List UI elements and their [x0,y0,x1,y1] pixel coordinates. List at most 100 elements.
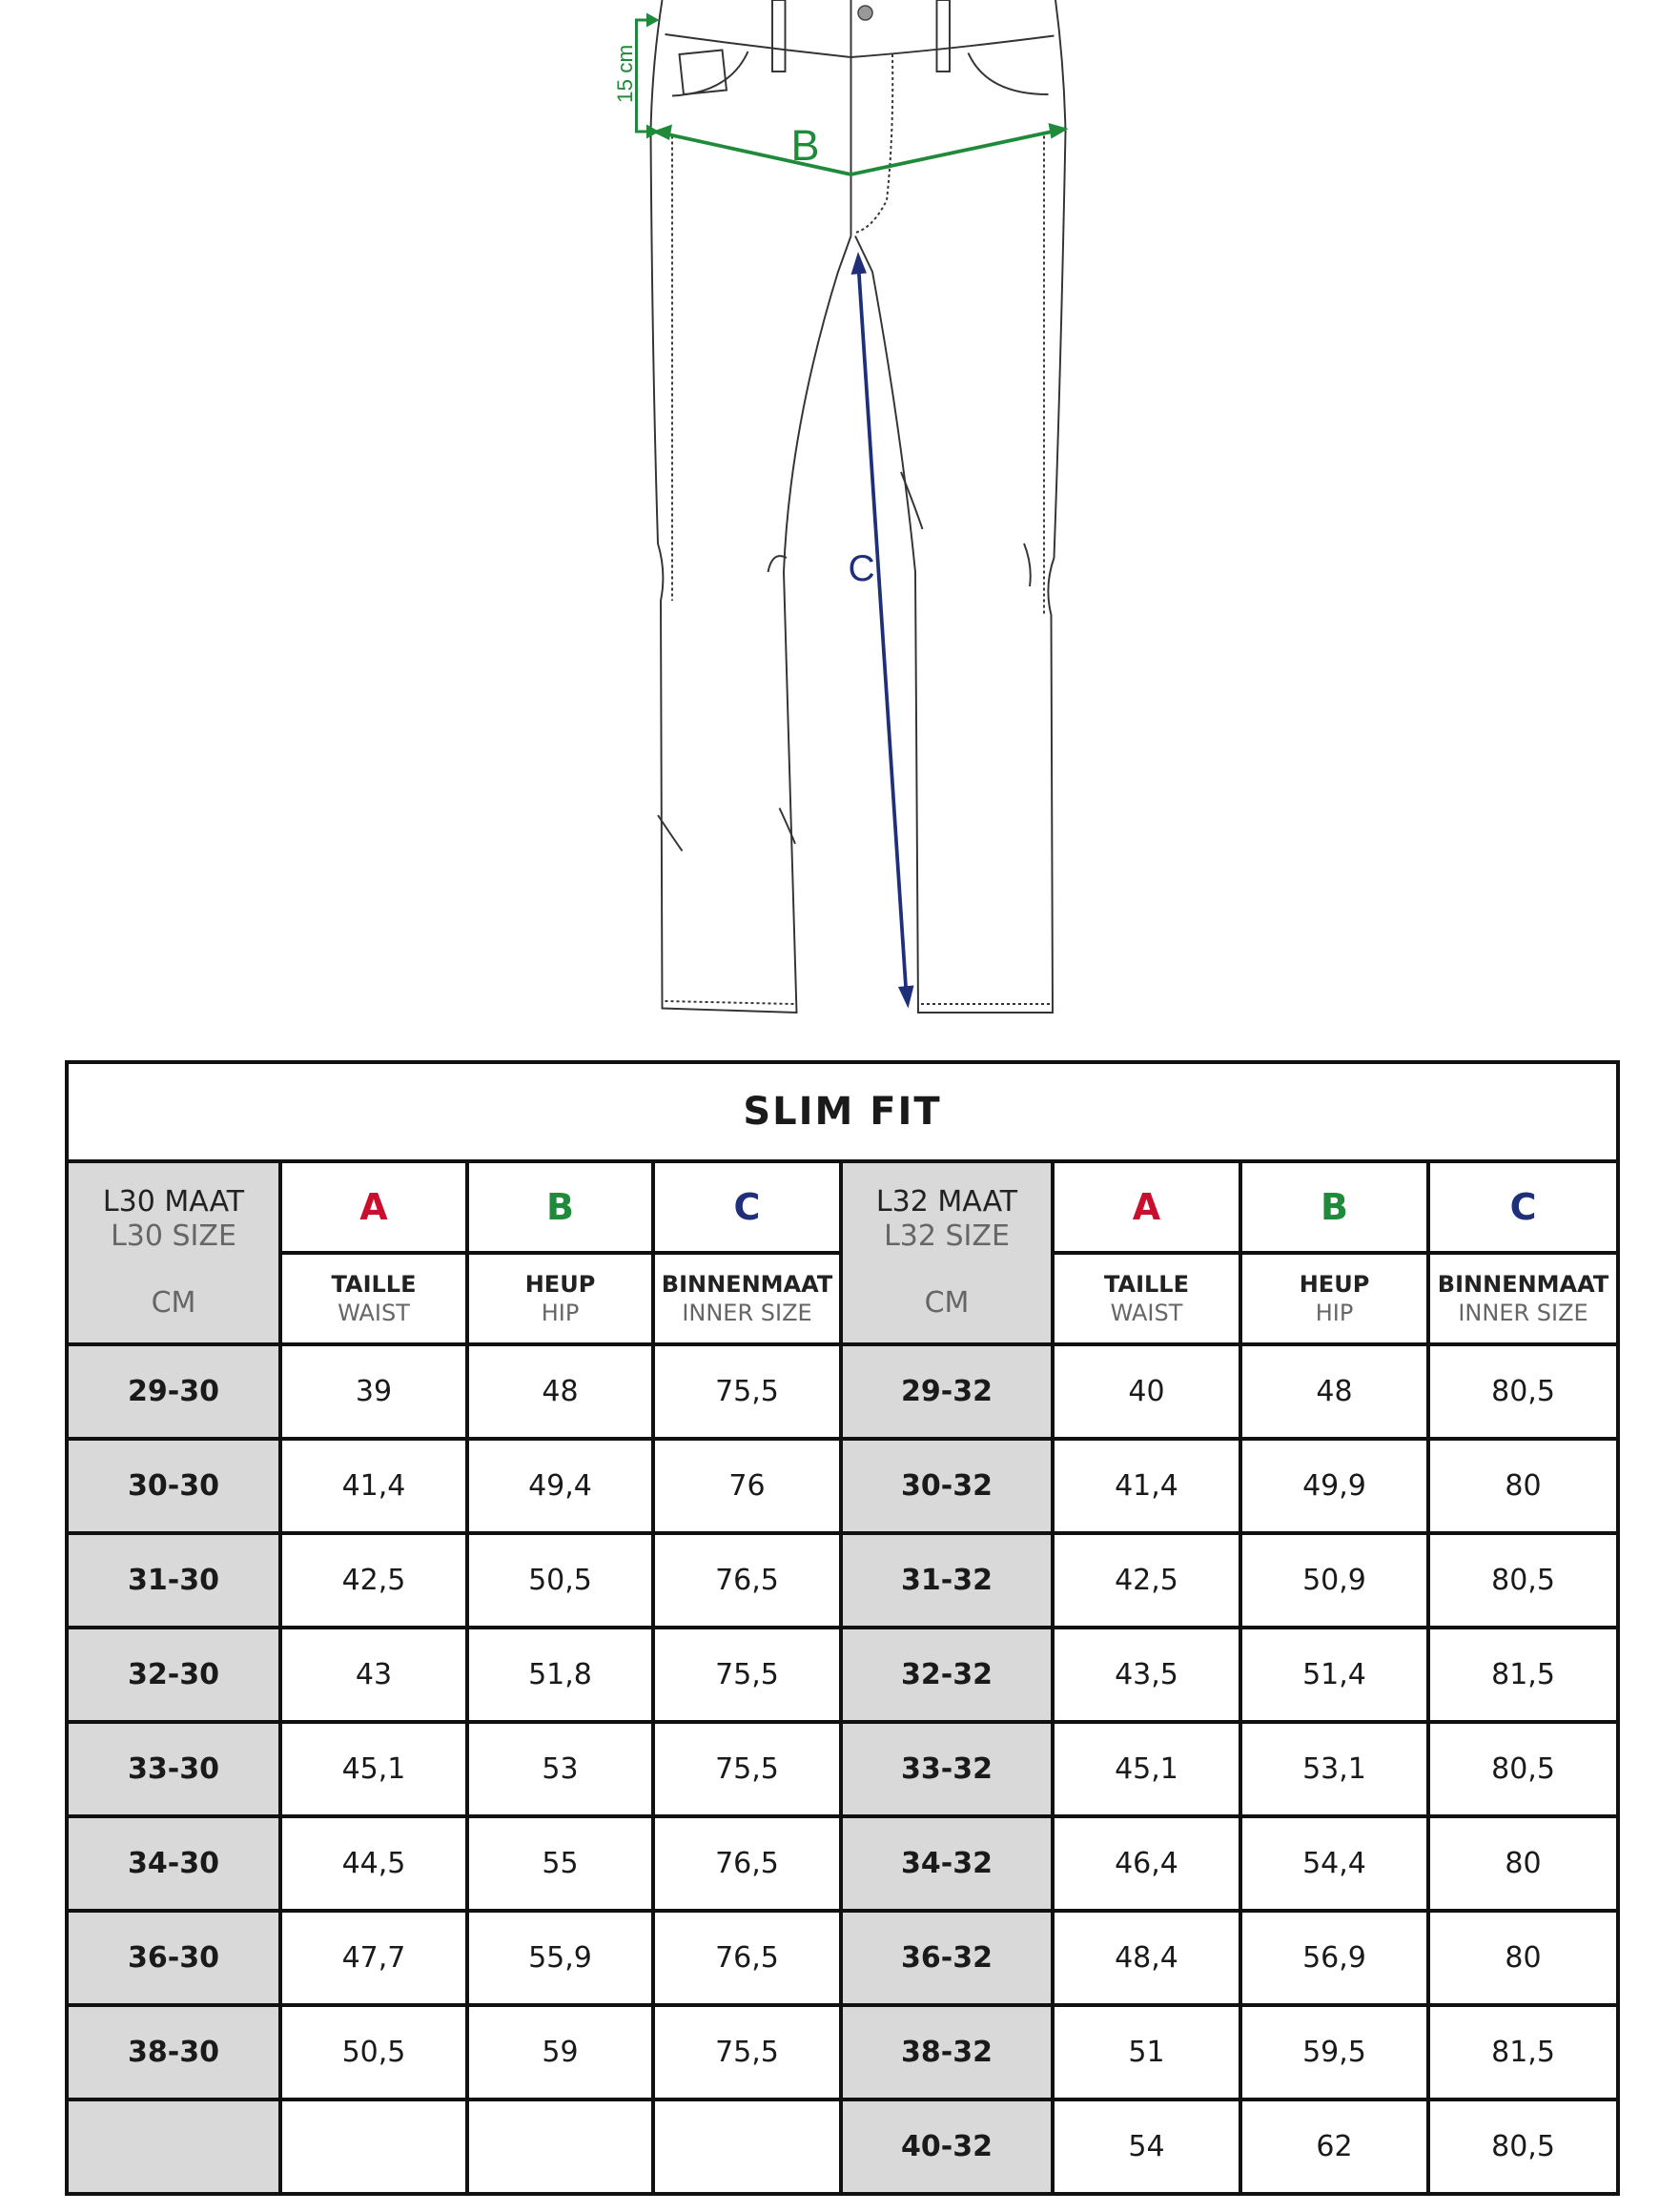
measure-cell-b: 49,9 [1239,1437,1430,1535]
measure-letter-b: B [465,1159,655,1255]
measure-label-nl: BINNENMAAT [661,1271,833,1298]
measure-cell-b: 59,5 [1239,2003,1430,2101]
size-cell: 29-32 [839,1342,1055,1441]
unit-label: CM [924,1286,970,1320]
measure-label-en: HIP [541,1300,580,1326]
measure-cell-b: 51,4 [1239,1626,1430,1724]
measurement-c [850,252,914,1009]
header-label-row: TAILLE WAIST HEUP HIP BINNENMAAT INNER SIZE TA… [67,1251,1621,1346]
size-cell: 32-32 [839,1626,1055,1724]
measure-label-en: INNER SIZE [1458,1300,1588,1326]
measure-label: HEUP HIP [465,1251,655,1346]
measure-cell-b: 59 [465,2003,655,2101]
size-cell: 31-30 [65,1531,282,1629]
measure-cell-a: 54 [1051,2098,1242,2196]
measure-cell-a: 39 [278,1342,469,1441]
table-row: 29-30 39 48 75,5 29-32 40 48 80,5 [65,1342,1621,1441]
measure-letter-b: B [1239,1159,1430,1255]
measure-cell-b: 54,4 [1239,1814,1430,1913]
table-row: 40-32 54 62 80,5 [65,2098,1621,2196]
measure-label: TAILLE WAIST [1051,1251,1242,1346]
size-cell: 32-30 [65,1626,282,1724]
measure-cell-a: 42,5 [1051,1531,1242,1629]
measure-cell-b: 48 [465,1342,655,1441]
size-cell: 36-30 [65,1909,282,2007]
measure-label-en: WAIST [338,1300,410,1326]
size-cell: 34-32 [839,1814,1055,1913]
jeans-outline [649,0,1067,1014]
measure-letter-c: C [651,1159,843,1255]
table-row: 34-30 44,5 55 76,5 34-32 46,4 54,4 80 [65,1814,1621,1913]
measurement-b [635,12,1069,176]
label-c: C [849,548,875,589]
measure-cell-c: 80,5 [1425,1342,1621,1441]
measure-label-nl: TAILLE [331,1271,417,1298]
header-letter-row: L30 MAAT L30 SIZE CM A B C L32 MAAT L32 SIZE CM A… [65,1159,1621,1346]
measure-cell-a: 42,5 [278,1531,469,1629]
size-chart-table: SLIM FIT L30 MAAT L30 SIZE CM A B C L32 MAAT L3… [64,1060,1621,2196]
size-cell: 38-32 [839,2003,1055,2101]
measure-cell-b: 62 [1239,2098,1430,2196]
measure-label: BINNENMAAT INNER SIZE [1425,1251,1621,1346]
measure-label: TAILLE WAIST [278,1251,469,1346]
measure-cell-b: 55,9 [465,1909,655,2007]
measure-label-nl: BINNENMAAT [1437,1271,1609,1298]
table-row: 31-30 42,5 50,5 76,5 31-32 42,5 50,9 80,5 [65,1531,1621,1629]
measure-cell-a: 43,5 [1051,1626,1242,1724]
measure-cell-a: 41,4 [278,1437,469,1535]
measure-cell-a: 51 [1051,2003,1242,2101]
measure-label-nl: HEUP [524,1271,596,1298]
size-cell: 30-32 [839,1437,1055,1535]
measure-cell-c: 75,5 [651,2003,843,2101]
measure-cell-c: 80 [1425,1909,1621,2007]
size-label-en: L30 SIZE [111,1219,236,1253]
measure-cell-a: 46,4 [1051,1814,1242,1913]
measure-cell-a: 47,7 [278,1909,469,2007]
measure-cell-a [278,2098,469,2196]
measure-cell-c: 75,5 [651,1720,843,1818]
measure-cell-b: 50,5 [465,1531,655,1629]
measure-cell-a: 41,4 [1051,1437,1242,1535]
measure-letter-a: A [1051,1159,1242,1255]
measure-label-nl: HEUP [1299,1271,1370,1298]
measure-cell-c: 80 [1425,1814,1621,1913]
size-cell: 31-32 [839,1531,1055,1629]
measure-cell-c: 80,5 [1425,1531,1621,1629]
size-cell: 36-32 [839,1909,1055,2007]
button-icon [857,5,873,21]
measure-label: BINNENMAAT INNER SIZE [651,1251,843,1346]
size-cell [65,2098,282,2196]
measure-cell-b: 49,4 [465,1437,655,1535]
size-cell: 33-32 [839,1720,1055,1818]
measure-cell-c: 80,5 [1425,1720,1621,1818]
measure-cell-a: 45,1 [1051,1720,1242,1818]
measure-cell-b [465,2098,655,2196]
size-group-header: L32 MAAT L32 SIZE CM [839,1159,1055,1346]
measure-cell-c: 80,5 [1425,2098,1621,2196]
size-label-nl: L30 MAAT [102,1185,245,1219]
measure-cell-a: 43 [278,1626,469,1724]
table-row: 36-30 47,7 55,9 76,5 36-32 48,4 56,9 80 [65,1909,1621,2007]
measure-cell-c [651,2098,843,2196]
measure-label-en: WAIST [1110,1300,1183,1326]
measure-letter-c: C [1425,1159,1621,1255]
size-cell: 34-30 [65,1814,282,1913]
measure-cell-c: 81,5 [1425,1626,1621,1724]
measure-cell-c: 75,5 [651,1342,843,1441]
measure-cell-a: 45,1 [278,1720,469,1818]
measure-label-en: HIP [1315,1300,1354,1326]
measure-cell-b: 56,9 [1239,1909,1430,2007]
measure-cell-b: 53,1 [1239,1720,1430,1818]
measure-cell-a: 50,5 [278,2003,469,2101]
table-row: 30-30 41,4 49,4 76 30-32 41,4 49,9 80 [65,1437,1621,1535]
table-row: 33-30 45,1 53 75,5 33-32 45,1 53,1 80,5 [65,1720,1621,1818]
unit-label: CM [151,1286,196,1320]
measure-cell-a: 44,5 [278,1814,469,1913]
measure-cell-b: 51,8 [465,1626,655,1724]
measure-cell-c: 81,5 [1425,2003,1621,2101]
measure-cell-c: 76,5 [651,1531,843,1629]
measure-cell-a: 48,4 [1051,1909,1242,2007]
size-cell: 30-30 [65,1437,282,1535]
measure-cell-b: 53 [465,1720,655,1818]
measure-letter-a: A [278,1159,469,1255]
